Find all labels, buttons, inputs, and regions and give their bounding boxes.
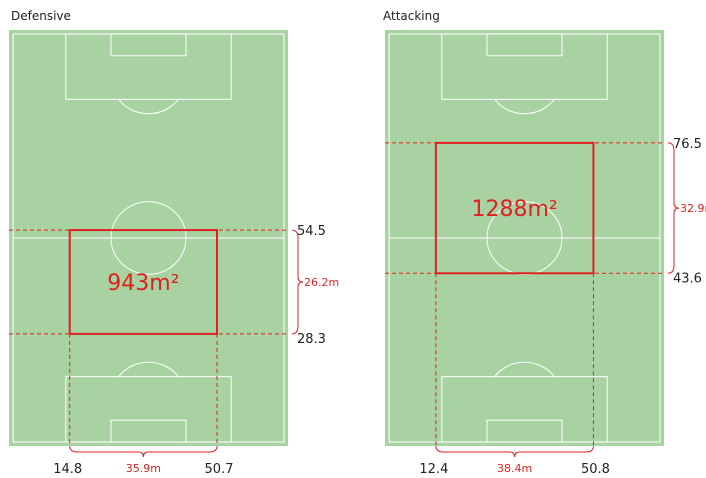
y-bottom-value: 43.6 (673, 271, 702, 286)
block-area-label: 1288m² (472, 197, 558, 222)
bottom-goal-area (486, 419, 563, 443)
depth-label: 32.9m (680, 202, 706, 215)
top-penalty-arc (494, 99, 555, 115)
x-left-value: 14.8 (53, 462, 82, 477)
depth-label: 26.2m (304, 276, 339, 289)
centre-circle (110, 201, 187, 275)
depth-brace (291, 229, 304, 335)
depth-brace (667, 142, 680, 274)
top-goal-area (486, 33, 563, 57)
x-right-value: 50.8 (581, 462, 610, 477)
pitch-title: Attacking (383, 9, 440, 23)
bottom-penalty-arc (118, 361, 179, 377)
block-rect (434, 141, 595, 275)
y-bottom-value: 28.3 (297, 332, 326, 347)
x-left-value: 12.4 (419, 462, 448, 477)
y-top-value: 76.5 (673, 137, 702, 152)
width-brace (69, 445, 218, 458)
y-top-value: 54.5 (297, 224, 326, 239)
width-label: 35.9m (126, 462, 161, 475)
top-goal-area (110, 33, 187, 57)
bottom-goal-area (110, 419, 187, 443)
top-penalty-arc (118, 99, 179, 115)
pitch-title: Defensive (11, 9, 71, 23)
block-rect (68, 229, 219, 335)
width-label: 38.4m (497, 462, 532, 475)
width-brace (435, 445, 594, 458)
attacking-pitch: Attacking 1288m² 32.9m 76.5 43.6 38.4m 12.4 50.… (383, 9, 706, 477)
bottom-penalty-arc (494, 361, 555, 377)
block-area-label: 943m² (107, 271, 179, 296)
x-right-value: 50.7 (205, 462, 234, 477)
defensive-pitch: Defensive 943m² 26.2m 54.5 28.3 35.9m 14.8 50.7 (9, 9, 339, 477)
